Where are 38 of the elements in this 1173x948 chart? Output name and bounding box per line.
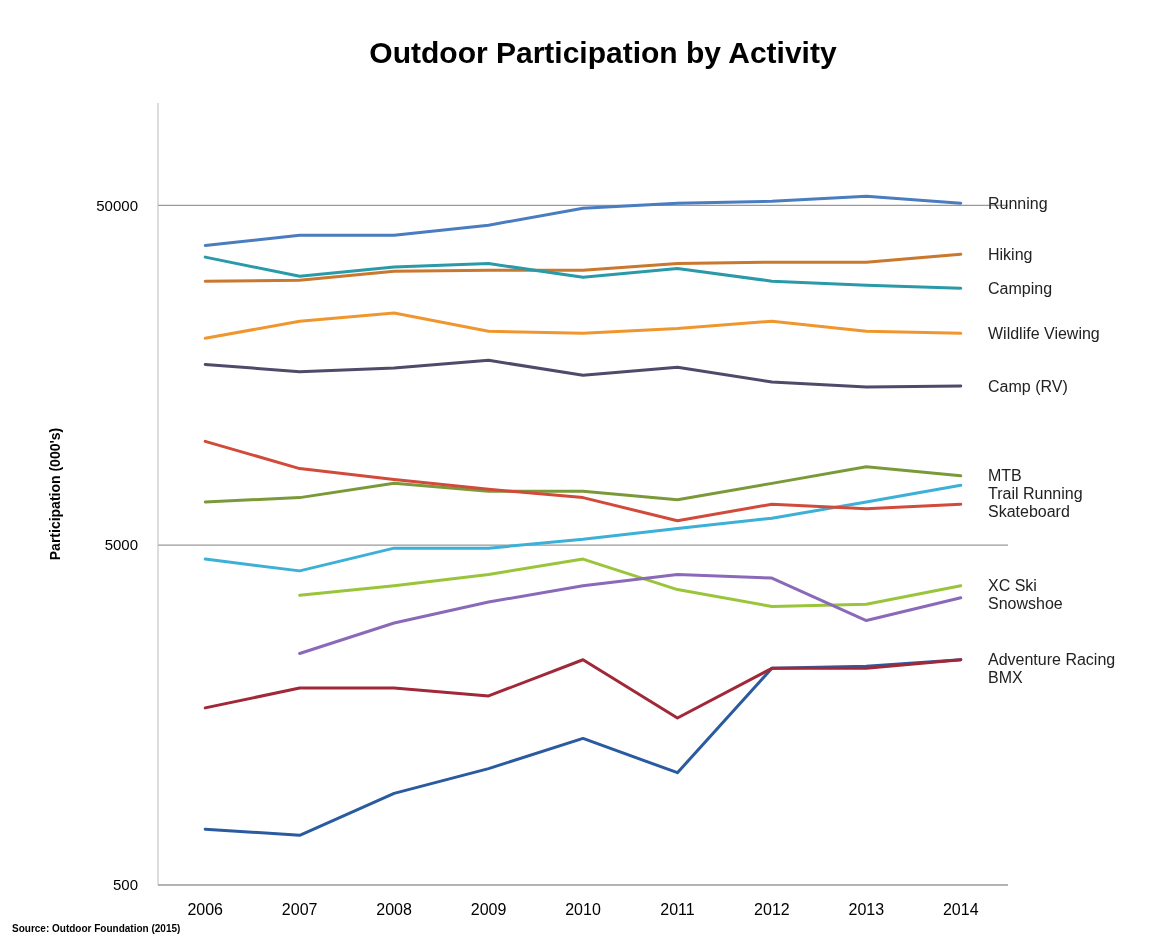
line-series [203,311,963,340]
line-series [298,572,963,655]
x-tick-label: 2009 [470,901,507,918]
y-axis-title: Participation (000's) [47,427,63,561]
x-tick-label: 2010 [565,901,601,918]
x-tick-label: 2006 [187,901,224,918]
series-label: MTB [988,467,1022,485]
series-label: XC Ski [988,577,1037,595]
x-tick-label: 2007 [281,901,318,918]
y-tick-label: 5000 [104,536,138,554]
x-tick-label: 2014 [942,901,979,918]
series-label: BMX [988,669,1023,687]
y-tick-label: 500 [112,876,138,894]
chart-title: Outdoor Participation by Activity [369,36,837,69]
x-tick-label: 2011 [660,901,695,918]
series-label: Running [988,194,1048,212]
line-series [203,465,963,504]
series-label: Hiking [988,245,1033,263]
x-tick-label: 2013 [848,901,885,918]
line-series [203,194,963,247]
series-label: Wildlife Viewing [988,324,1100,342]
series-label: Snowshoe [988,595,1063,613]
line-series [203,255,963,290]
series-label: Camp (RV) [988,377,1068,395]
series-label: Skateboard [988,503,1070,521]
line-series [203,252,963,283]
line-series [298,557,963,608]
x-tick-label: 2008 [376,901,413,918]
y-tick-label: 50000 [96,196,138,214]
line-series [203,358,963,389]
source-note: Source: Outdoor Foundation (2015) [12,923,181,934]
x-tick-label: 2012 [754,901,790,918]
series-label: Trail Running [988,485,1083,503]
line-series [203,658,963,720]
line-series [203,483,963,573]
series-label: Camping [988,279,1053,297]
line-series [203,439,963,523]
series-label: Adventure Racing [988,651,1116,669]
